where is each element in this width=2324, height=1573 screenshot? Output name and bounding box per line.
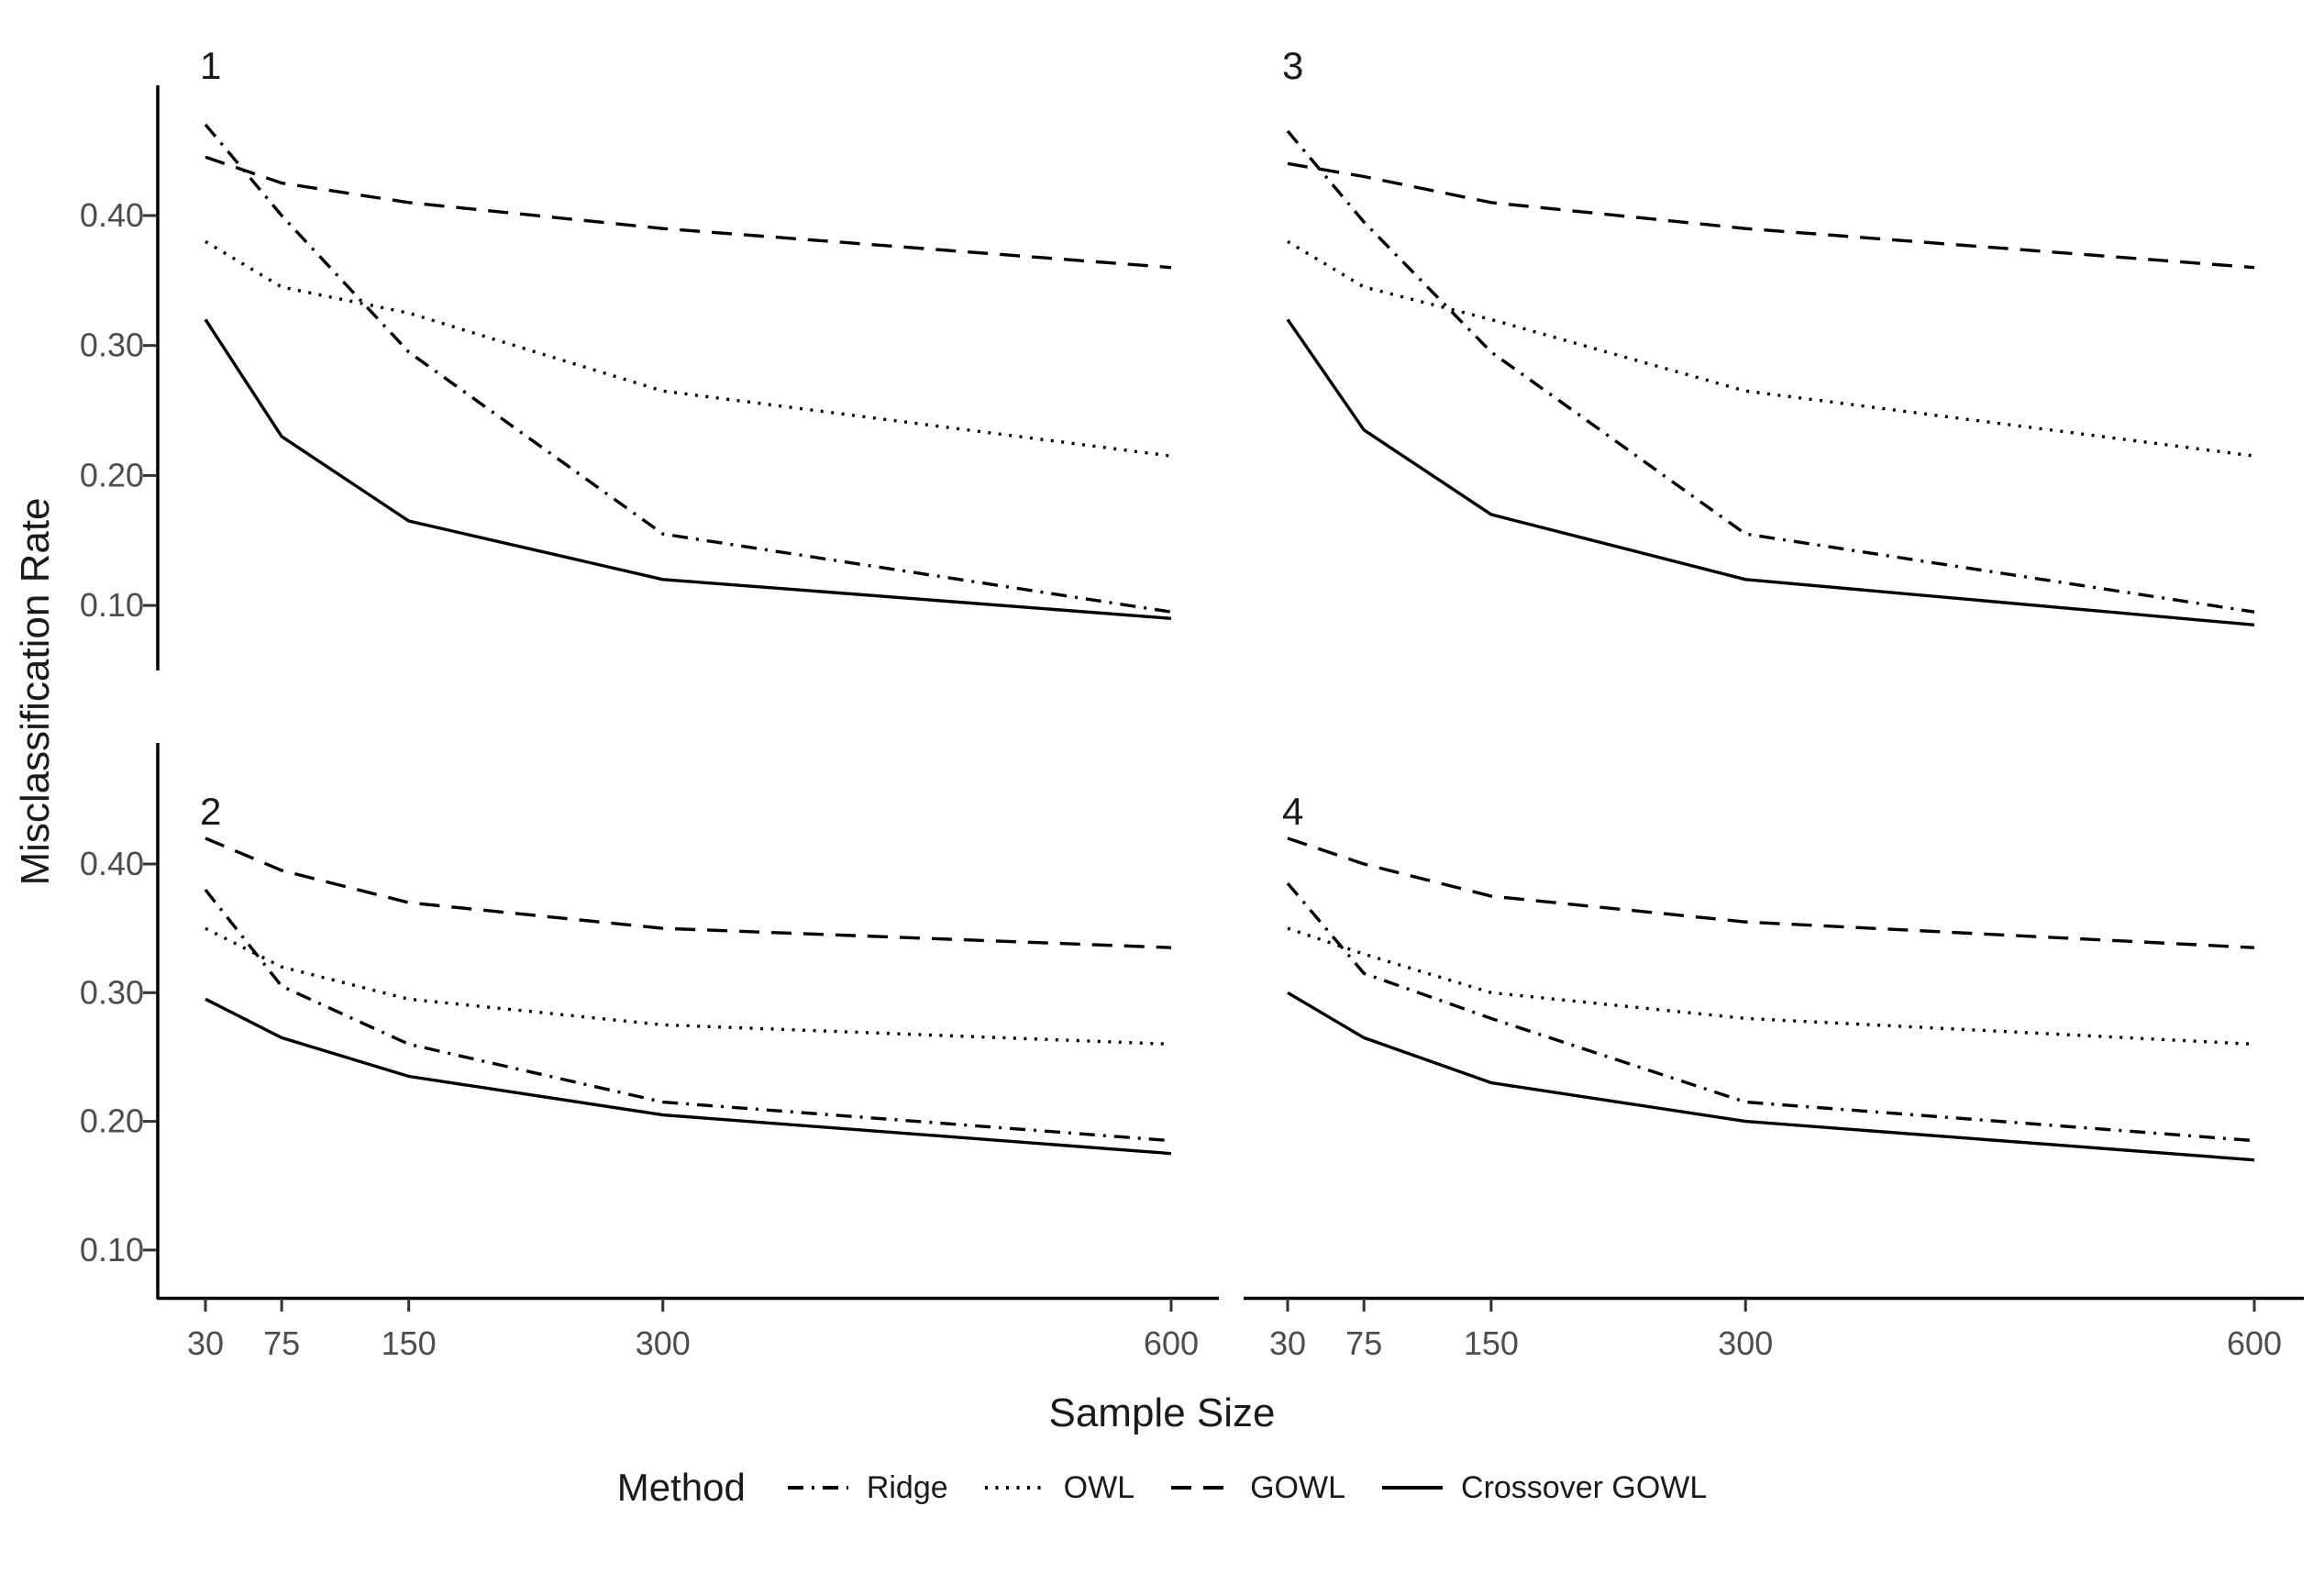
facet-label: 4: [1282, 790, 1303, 833]
series-line-owl-facet-4: [1287, 926, 2255, 1047]
series-line-gowl-facet-3: [1287, 161, 2255, 270]
facet-label: 1: [200, 44, 221, 87]
series-line-crossover-gowl-facet-2: [205, 997, 1172, 1156]
y-tick-label: 0.40: [80, 845, 144, 882]
x-tick-label: 30: [187, 1324, 224, 1362]
x-tick-label: 150: [382, 1324, 437, 1362]
y-axis-title: Misclassification Rate: [13, 497, 58, 886]
x-tick-label: 75: [263, 1324, 300, 1362]
series-line-ridge-facet-1: [204, 123, 1172, 614]
dashed-line-icon: [1171, 1486, 1233, 1490]
x-tick-label: 150: [1464, 1324, 1519, 1362]
series-line-ridge-facet-2: [204, 889, 1172, 1143]
x-tick-label: 300: [636, 1324, 691, 1362]
facet-label: 3: [1282, 44, 1303, 87]
y-tick-label: 0.30: [80, 327, 144, 364]
legend-item-gowl: GOWL: [1171, 1470, 1345, 1506]
x-tick-label: 300: [1718, 1324, 1773, 1362]
y-tick-label: 0.20: [80, 456, 144, 493]
x-tick-label: 30: [1269, 1324, 1306, 1362]
legend-item-label: OWL: [1063, 1469, 1135, 1505]
x-axis-title: Sample Size: [1048, 1390, 1276, 1435]
series-line-crossover-gowl-facet-4: [1287, 991, 2255, 1162]
solid-line-icon: [1382, 1486, 1444, 1490]
series-line-gowl-facet-2: [205, 836, 1172, 949]
y-tick-label: 0.40: [80, 196, 144, 234]
legend-item-label: Crossover GOWL: [1461, 1469, 1708, 1505]
x-tick-label: 600: [1144, 1324, 1199, 1362]
legend-title: Method: [616, 1466, 746, 1509]
series-line-owl-facet-1: [205, 239, 1172, 458]
dotted-line-icon: [984, 1486, 1046, 1490]
legend-item-crossover-gowl: Crossover GOWL: [1382, 1470, 1707, 1506]
y-tick-label: 0.20: [80, 1102, 144, 1140]
facet-label: 2: [200, 790, 221, 833]
legend-item-label: GOWL: [1250, 1469, 1346, 1505]
series-line-owl-facet-2: [205, 926, 1172, 1047]
y-tick-label: 0.30: [80, 973, 144, 1011]
x-tick-label: 600: [2227, 1324, 2282, 1362]
series-line-ridge-facet-4: [1286, 881, 2255, 1143]
series-line-crossover-gowl-facet-1: [204, 318, 1172, 620]
legend-item-ridge: Ridge: [787, 1469, 948, 1506]
series-line-ridge-facet-3: [1286, 129, 2255, 614]
x-tick-label: 75: [1345, 1324, 1382, 1362]
y-tick-label: 0.10: [80, 586, 144, 624]
legend-item-owl: OWL: [984, 1469, 1135, 1506]
series-line-owl-facet-3: [1287, 239, 2255, 458]
series-line-gowl-facet-1: [205, 155, 1172, 270]
legend-item-label: Ridge: [866, 1469, 948, 1505]
series-line-crossover-gowl-facet-3: [1286, 318, 2255, 627]
dashdot-line-icon: [787, 1486, 848, 1490]
series-line-gowl-facet-4: [1287, 836, 2255, 949]
legend: Method Ridge OWL GOWL Crossover GOWL: [0, 1466, 2324, 1510]
y-tick-label: 0.10: [80, 1231, 144, 1268]
